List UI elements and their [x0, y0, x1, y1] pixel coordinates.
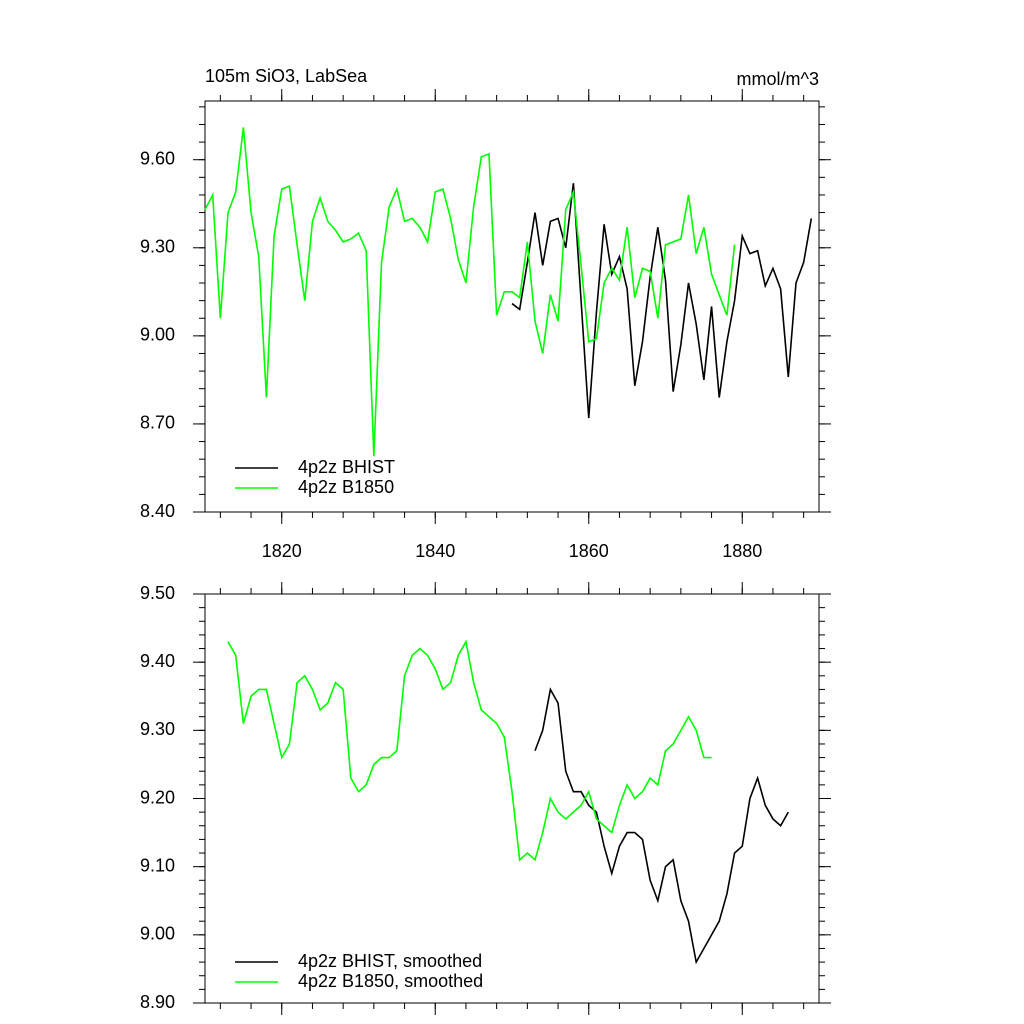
- x-tick-label: 1820: [262, 541, 302, 561]
- y-tick-label: 9.30: [140, 719, 175, 739]
- x-tick-label: 1880: [722, 541, 762, 561]
- legend-label: 4p2z BHIST: [298, 457, 395, 477]
- y-tick-label: 9.10: [140, 855, 175, 875]
- chart-title: 105m SiO3, LabSea: [205, 66, 368, 86]
- y-tick-label: 9.50: [140, 583, 175, 603]
- legend-label: 4p2z B1850: [298, 477, 394, 497]
- data-line: [511, 183, 813, 419]
- plot-frame: [204, 100, 820, 513]
- data-line: [227, 639, 712, 862]
- y-tick-label: 9.00: [140, 325, 175, 345]
- y-tick-label: 8.90: [140, 992, 175, 1012]
- y-tick-label: 9.00: [140, 924, 175, 944]
- y-tick-label: 9.60: [140, 148, 175, 168]
- y-tick-label: 9.30: [140, 237, 175, 257]
- legend-label: 4p2z BHIST, smoothed: [298, 951, 482, 971]
- units-label: mmol/m^3: [737, 69, 819, 89]
- data-line: [534, 687, 789, 965]
- y-tick-label: 8.40: [140, 501, 175, 521]
- y-tick-label: 9.40: [140, 651, 175, 671]
- legend-label: 4p2z B1850, smoothed: [298, 971, 483, 991]
- data-line: [204, 127, 736, 457]
- y-tick-label: 8.70: [140, 413, 175, 433]
- x-tick-label: 1860: [569, 541, 609, 561]
- y-tick-label: 9.20: [140, 787, 175, 807]
- x-tick-label: 1840: [415, 541, 455, 561]
